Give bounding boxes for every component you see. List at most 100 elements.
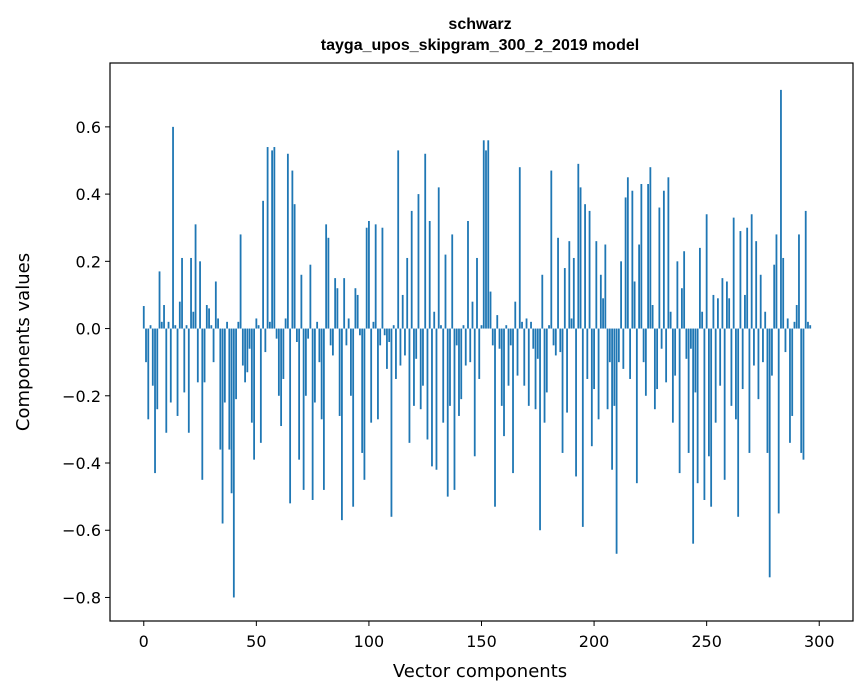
bar (759, 274, 762, 329)
bar (512, 328, 514, 474)
bar (237, 321, 240, 329)
y-axis-ticks: −0.8 −0.6 −0.4 −0.2 0.0 0.2 0.4 0.6 (62, 118, 110, 607)
bar (541, 274, 544, 329)
bar (259, 328, 262, 443)
bar (372, 321, 375, 329)
bar (246, 328, 249, 373)
bar (363, 328, 366, 480)
bar (795, 305, 798, 329)
bar (507, 328, 510, 386)
bar (516, 328, 519, 376)
bar (196, 328, 199, 383)
bar (464, 328, 467, 366)
bar (302, 328, 305, 490)
bar (169, 328, 172, 403)
bar (662, 190, 665, 329)
bar (726, 281, 728, 329)
bar (381, 227, 384, 329)
bar (295, 328, 298, 342)
bar (460, 328, 463, 400)
bar (228, 328, 231, 450)
bar (518, 167, 521, 329)
bar (784, 328, 787, 353)
bar (217, 318, 219, 329)
bar (658, 207, 661, 329)
bar (570, 318, 573, 329)
bar (692, 328, 695, 544)
bar (156, 328, 159, 410)
bar (683, 251, 686, 329)
x-tick-label: 200 (579, 632, 610, 651)
bar (440, 325, 442, 329)
x-tick-label: 150 (466, 632, 497, 651)
bar (798, 234, 800, 329)
bar (631, 190, 634, 329)
bar (368, 220, 370, 329)
bar (552, 328, 555, 346)
y-tick-label: 0.0 (76, 320, 101, 339)
bar (721, 278, 724, 329)
bar (453, 328, 456, 490)
bar (714, 328, 717, 423)
bar (606, 328, 609, 410)
bar (374, 224, 377, 329)
bar (746, 227, 749, 329)
bar (444, 254, 447, 329)
bar (214, 281, 217, 329)
y-tick-label: 0.6 (76, 118, 101, 137)
bar (640, 184, 643, 329)
bar (750, 214, 753, 329)
bar (503, 328, 505, 437)
bar (735, 328, 737, 420)
bar (527, 328, 530, 406)
bar (142, 306, 145, 329)
x-axis-ticks: 0 50 100 150 200 250 300 (139, 621, 835, 651)
bar (178, 301, 181, 329)
bar (753, 328, 755, 366)
bar (534, 328, 537, 410)
bar (602, 298, 604, 329)
bar (638, 244, 641, 329)
bar (404, 328, 406, 356)
bar (514, 301, 517, 329)
bar (338, 328, 341, 416)
bar (762, 328, 764, 363)
bar (219, 328, 222, 450)
bar (744, 294, 746, 329)
bar (467, 220, 469, 329)
bar (741, 328, 744, 390)
bar (356, 294, 359, 329)
bar (480, 325, 483, 329)
bar (253, 328, 255, 460)
bar (325, 224, 328, 329)
bar (703, 328, 706, 500)
bar (316, 321, 319, 329)
bar (766, 328, 769, 453)
bar (786, 318, 789, 329)
chart-subtitle: tayga_upos_skipgram_300_2_2019 model (321, 37, 639, 54)
y-axis-label: Components values (13, 253, 34, 431)
bar (548, 325, 550, 329)
bar (710, 328, 713, 507)
bar (241, 328, 244, 366)
bar (181, 257, 183, 329)
bar (624, 197, 627, 329)
bar (597, 328, 600, 420)
bar (642, 328, 645, 363)
bar (266, 147, 269, 329)
bar (748, 328, 751, 453)
y-tick-label: −0.4 (62, 454, 101, 473)
bar (626, 177, 629, 329)
bar (559, 328, 562, 353)
bar (406, 257, 409, 329)
bar (199, 261, 201, 329)
bar (386, 328, 388, 369)
bar (147, 328, 150, 420)
bar (235, 328, 237, 400)
bar (476, 257, 478, 329)
bar (557, 237, 559, 329)
bar (210, 325, 213, 329)
bar (728, 298, 731, 329)
bar (320, 328, 323, 420)
